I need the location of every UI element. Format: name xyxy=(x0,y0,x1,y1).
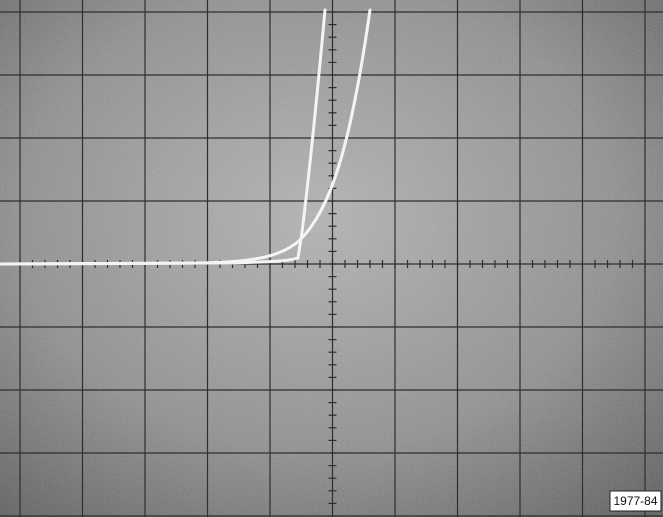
traces xyxy=(0,8,372,266)
trace-exponential xyxy=(0,8,372,266)
label-box xyxy=(609,490,662,512)
figure-label: 1977-84 xyxy=(613,494,657,508)
trace-steep xyxy=(0,8,327,266)
